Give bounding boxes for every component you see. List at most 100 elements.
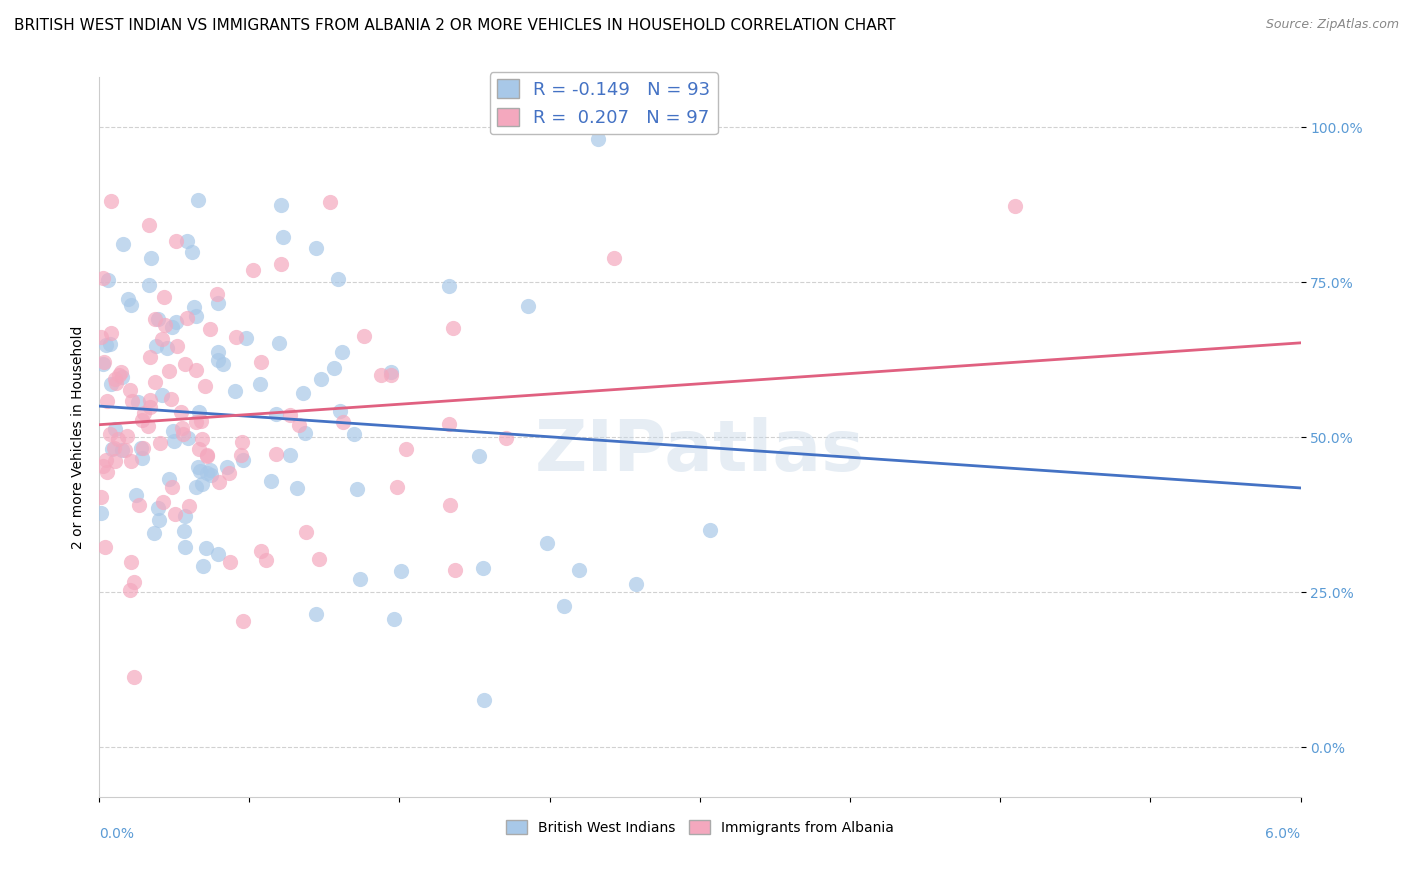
Point	[176, 234, 198, 248]
Point	[120, 583, 142, 598]
Point	[170, 405, 193, 419]
Point	[91, 458, 114, 473]
Point	[207, 344, 229, 359]
Point	[699, 523, 721, 537]
Point	[291, 386, 314, 401]
Point	[96, 393, 118, 408]
Point	[200, 467, 222, 482]
Point	[285, 481, 308, 495]
Point	[145, 339, 167, 353]
Point	[194, 541, 217, 556]
Point	[172, 427, 194, 442]
Point	[437, 279, 460, 293]
Point	[215, 459, 238, 474]
Point	[165, 507, 187, 521]
Point	[343, 426, 366, 441]
Point	[218, 466, 240, 480]
Point	[93, 355, 115, 369]
Point	[472, 692, 495, 706]
Point	[304, 607, 326, 621]
Point	[195, 448, 218, 462]
Point	[120, 454, 142, 468]
Point	[117, 292, 139, 306]
Point	[472, 561, 495, 575]
Point	[322, 360, 344, 375]
Point	[205, 287, 228, 301]
Point	[188, 464, 211, 478]
Point	[165, 316, 187, 330]
Point	[149, 436, 172, 450]
Point	[197, 449, 219, 463]
Point	[586, 132, 609, 146]
Point	[212, 357, 235, 371]
Point	[160, 392, 183, 406]
Point	[94, 540, 117, 554]
Point	[250, 544, 273, 558]
Point	[131, 450, 153, 465]
Point	[163, 434, 186, 448]
Point	[370, 368, 392, 383]
Point	[100, 377, 122, 392]
Point	[208, 475, 231, 490]
Point	[624, 576, 647, 591]
Point	[122, 575, 145, 590]
Point	[382, 612, 405, 626]
Point	[349, 572, 371, 586]
Text: ZIPatlas: ZIPatlas	[534, 417, 865, 486]
Point	[188, 442, 211, 457]
Point	[170, 421, 193, 435]
Point	[249, 355, 271, 369]
Point	[148, 500, 170, 515]
Point	[191, 433, 214, 447]
Point	[150, 332, 173, 346]
Point	[198, 463, 221, 477]
Point	[111, 370, 134, 384]
Point	[160, 319, 183, 334]
Point	[443, 563, 465, 577]
Point	[107, 432, 129, 446]
Point	[184, 309, 207, 323]
Text: 0.0%: 0.0%	[100, 827, 134, 841]
Point	[187, 193, 209, 207]
Point	[187, 405, 209, 419]
Point	[329, 404, 352, 418]
Point	[568, 563, 591, 577]
Point	[90, 506, 112, 520]
Point	[104, 422, 127, 436]
Point	[380, 365, 402, 379]
Point	[98, 426, 121, 441]
Point	[270, 256, 292, 270]
Point	[118, 383, 141, 397]
Point	[160, 480, 183, 494]
Point	[174, 358, 197, 372]
Point	[389, 564, 412, 578]
Point	[138, 278, 160, 293]
Point	[128, 498, 150, 512]
Point	[101, 442, 124, 456]
Point	[271, 229, 294, 244]
Point	[441, 321, 464, 335]
Point	[180, 245, 202, 260]
Point	[94, 337, 117, 351]
Point	[139, 393, 162, 408]
Point	[138, 218, 160, 232]
Point	[157, 472, 180, 486]
Point	[173, 524, 195, 538]
Point	[90, 330, 112, 344]
Point	[94, 453, 117, 467]
Point	[353, 329, 375, 343]
Point	[139, 350, 162, 364]
Point	[187, 460, 209, 475]
Point	[120, 555, 142, 569]
Point	[266, 447, 288, 461]
Point	[346, 482, 368, 496]
Point	[97, 273, 120, 287]
Point	[207, 296, 229, 310]
Point	[142, 526, 165, 541]
Point	[148, 513, 170, 527]
Y-axis label: 2 or more Vehicles in Household: 2 or more Vehicles in Household	[72, 326, 86, 549]
Point	[467, 449, 489, 463]
Point	[330, 345, 353, 359]
Point	[148, 311, 170, 326]
Point	[235, 331, 257, 345]
